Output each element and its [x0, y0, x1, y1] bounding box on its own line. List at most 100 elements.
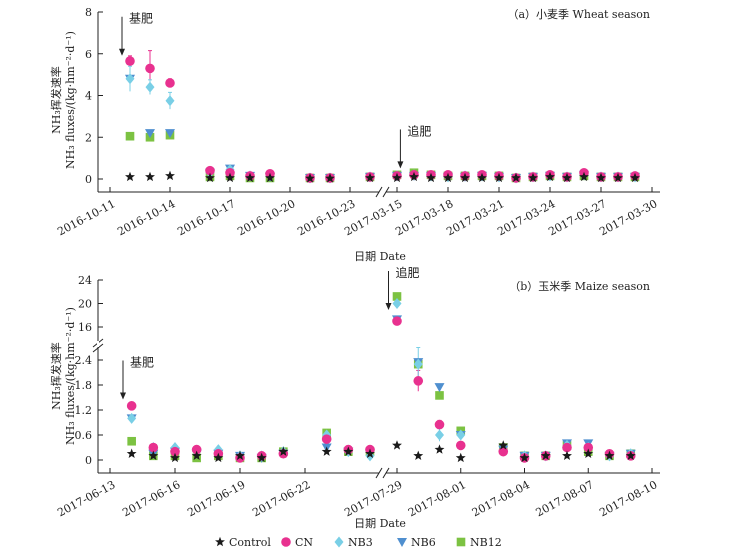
point-control — [191, 450, 202, 461]
y-axis-break-gap — [97, 341, 99, 347]
axes — [97, 12, 660, 198]
point-control — [392, 440, 402, 450]
series-control — [126, 440, 636, 463]
series-nb3 — [127, 298, 636, 462]
point-control — [579, 171, 589, 182]
point-cn — [562, 442, 572, 453]
point-nb3 — [165, 95, 175, 107]
x-tick-label: 2016-10-17 — [175, 197, 237, 238]
legend-item-nb6: NB6 — [397, 536, 436, 549]
series-cn — [125, 56, 640, 183]
point-control — [325, 173, 335, 183]
point-control — [443, 172, 453, 183]
point-control — [562, 450, 572, 461]
point-cn — [205, 165, 215, 176]
legend-marker-control — [215, 536, 225, 547]
annotation-arrowhead — [397, 161, 404, 169]
y-ticks: 0 0.6 1.2 1.8 2.4 16 20 24 — [75, 274, 104, 467]
point-nb12 — [435, 391, 444, 400]
point-control — [528, 172, 538, 183]
point-control — [392, 172, 402, 183]
axes — [97, 280, 660, 479]
point-control — [245, 172, 255, 183]
y-axis-break-mark — [92, 343, 104, 353]
legend-marker-nb3 — [334, 536, 344, 548]
point-control — [498, 440, 509, 450]
point-control — [583, 448, 594, 458]
y-tick-label: 16 — [78, 321, 92, 334]
x-tick-label: 2017-03-30 — [597, 197, 659, 238]
point-cn — [434, 419, 445, 430]
point-control — [126, 448, 137, 458]
point-control — [125, 171, 135, 182]
annotation-arrowhead — [385, 302, 392, 310]
series-nb12 — [127, 292, 636, 463]
x-axis-break-mark — [375, 186, 383, 198]
annotation-label: 基肥 — [129, 12, 153, 26]
legend-label: Control — [229, 536, 271, 549]
x-axis-break-mark — [382, 186, 390, 198]
point-nb6 — [165, 129, 175, 139]
x-axis-label: 日期 Date — [354, 250, 406, 263]
point-control — [365, 448, 375, 458]
point-control — [477, 172, 487, 183]
point-nb3 — [125, 73, 135, 85]
point-control — [235, 450, 245, 461]
point-cn — [583, 442, 594, 453]
point-control — [613, 172, 623, 183]
point-cn — [498, 446, 509, 457]
legend-marker-nb12 — [456, 537, 466, 547]
x-tick-label: 2016-10-14 — [115, 197, 177, 238]
point-control — [545, 171, 555, 182]
legend-item-nb3: NB3 — [334, 536, 373, 549]
x-tick-label: 2017-08-04 — [470, 478, 532, 519]
y-axis-label: NH₃挥发速率 — [49, 342, 63, 410]
y-tick-label: 0 — [85, 454, 92, 467]
annotation-arrowhead — [119, 48, 125, 56]
x-ticks: 2016-10-112016-10-142016-10-172016-10-20… — [55, 187, 659, 238]
point-nb12 — [127, 436, 136, 446]
x-axis-label: 日期 Date — [354, 517, 406, 530]
point-nb12 — [125, 131, 135, 141]
point-cn — [170, 446, 180, 457]
point-control — [265, 172, 275, 183]
x-tick-label: 2016-10-11 — [55, 197, 117, 238]
y-tick-label: 2.4 — [75, 354, 93, 367]
x-axis-break-mark — [375, 467, 383, 479]
series-cn — [126, 316, 636, 463]
point-nb3 — [435, 429, 444, 441]
panel-wheat-season: 0 2 4 6 8 2016-10-112016-10-142016-10-172016-… — [49, 6, 660, 263]
point-control — [519, 452, 530, 463]
legend-label: NB3 — [348, 536, 373, 549]
x-axis-break-mark — [382, 467, 390, 479]
point-control — [165, 170, 175, 181]
point-nb6 — [434, 383, 445, 393]
point-nb3 — [145, 81, 155, 93]
point-control — [604, 450, 615, 461]
y-axis-label: NH₃ fluxes/(kg·hm⁻²·d⁻¹) — [64, 307, 77, 445]
y-tick-label: 0.6 — [75, 429, 93, 442]
point-control — [426, 172, 436, 183]
point-control — [256, 452, 267, 463]
point-control — [343, 446, 354, 456]
legend-item-nb12: NB12 — [456, 536, 502, 549]
legend-label: NB6 — [411, 536, 436, 549]
point-cn — [148, 442, 159, 453]
x-tick-label: 2017-08-01 — [406, 478, 468, 519]
series-nb3 — [125, 73, 640, 184]
point-nb6 — [145, 129, 155, 139]
legend-item-control: Control — [215, 536, 271, 549]
point-control — [434, 444, 445, 454]
point-control — [278, 446, 289, 456]
point-nb3 — [456, 429, 466, 441]
annotation-label: 追肥 — [407, 123, 431, 138]
point-control — [562, 172, 572, 183]
point-control — [145, 171, 155, 182]
point-nb12 — [392, 292, 402, 301]
y-tick-label: 0 — [85, 173, 92, 186]
y-ticks: 0 2 4 6 8 — [85, 6, 103, 186]
point-cn — [455, 440, 466, 451]
point-control — [460, 172, 470, 183]
point-cn — [321, 434, 332, 444]
